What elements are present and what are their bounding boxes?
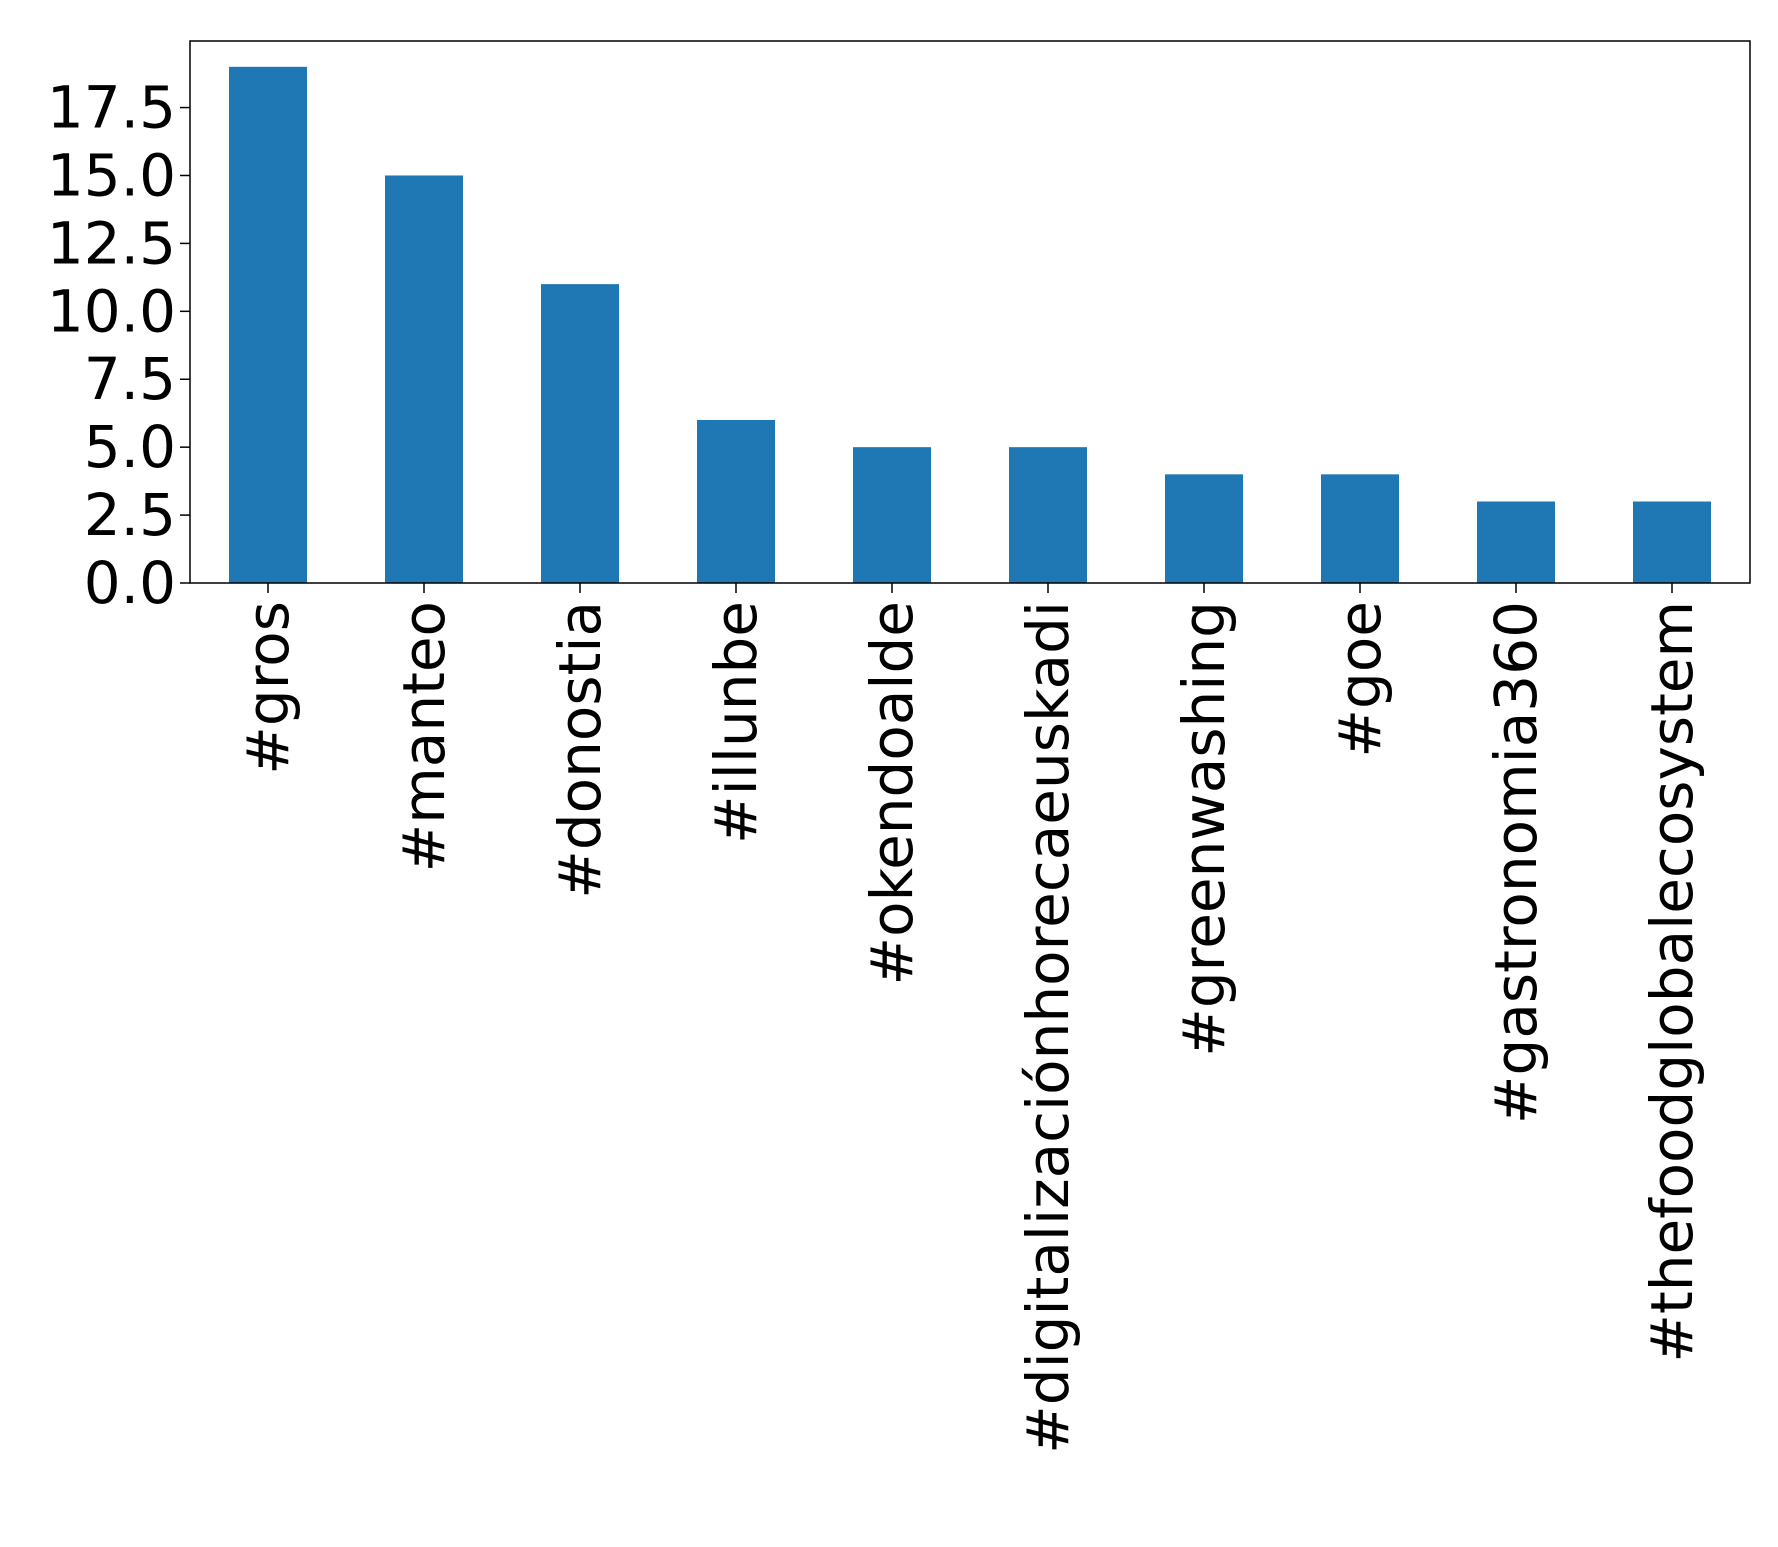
y-tick-label: 7.5 <box>84 345 176 413</box>
bar <box>541 284 619 583</box>
bar <box>1477 501 1555 583</box>
x-tick-label: #digitalizaciónhorecaeuskadi <box>1014 601 1082 1454</box>
x-tick-label: #thefoodglobalecosystem <box>1638 601 1706 1363</box>
x-tick-label: #donostia <box>546 601 614 899</box>
bar <box>1633 501 1711 583</box>
y-tick-label: 17.5 <box>47 74 176 142</box>
x-tick-label: #goe <box>1326 601 1394 758</box>
x-axis: #gros #manteo #donostia #illunbe #okendoalde… <box>234 583 1706 1454</box>
bar <box>697 419 775 583</box>
bar <box>229 66 307 584</box>
x-tick-label: #gastronomia360 <box>1482 601 1550 1124</box>
y-tick-label: 12.5 <box>47 209 176 277</box>
bar <box>1009 447 1087 583</box>
bar <box>853 447 931 583</box>
bar <box>385 175 463 583</box>
bar <box>1165 474 1243 583</box>
plot-frame <box>189 40 1751 584</box>
bar <box>1321 474 1399 583</box>
x-tick-label: #manteo <box>390 601 458 872</box>
x-tick-label: #greenwashing <box>1170 601 1238 1057</box>
y-axis: 0.02.55.07.510.012.515.017.5 <box>47 74 190 617</box>
y-tick-label: 10.0 <box>47 277 176 345</box>
bars-layer <box>229 66 1711 584</box>
y-tick-label: 0.0 <box>84 549 176 617</box>
x-tick-label: #gros <box>234 601 302 775</box>
y-tick-label: 5.0 <box>84 413 176 481</box>
x-tick-label: #okendoalde <box>858 601 926 986</box>
y-tick-label: 15.0 <box>47 141 176 209</box>
y-tick-label: 2.5 <box>84 481 176 549</box>
x-tick-label: #illunbe <box>702 601 770 844</box>
